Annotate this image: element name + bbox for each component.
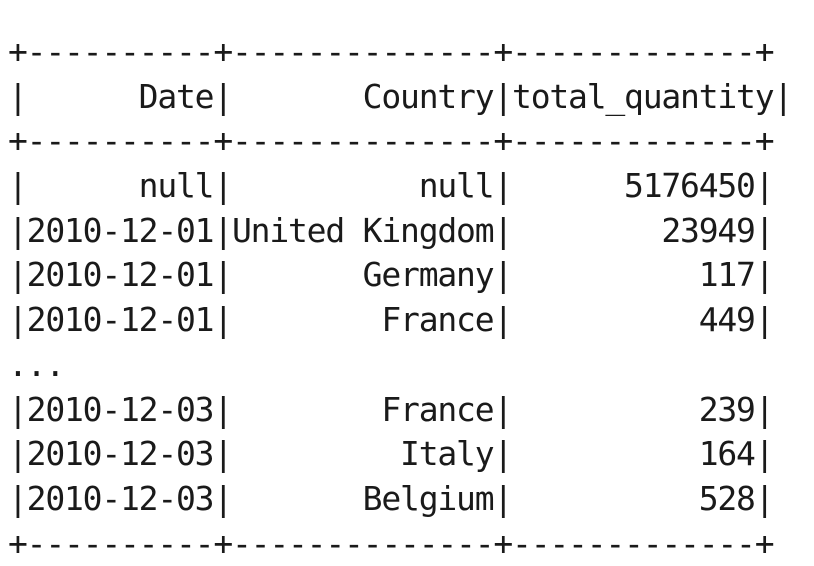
table-row: |2010-12-03| Italy| 164| (8, 434, 775, 474)
table-row: |2010-12-01| Germany| 117| (8, 255, 775, 295)
table-row: | null| null| 5176450| (8, 166, 775, 206)
table-header-row: | Date| Country|total_quantity| (8, 76, 793, 116)
ellipsis-line: ... (8, 344, 65, 384)
console-output: +----------+--------------+-------------… (8, 30, 808, 566)
table-border-top: +----------+--------------+-------------… (8, 32, 775, 71)
table-row: |2010-12-03| France| 239| (8, 389, 775, 429)
table-row: |2010-12-01| France| 449| (8, 300, 775, 340)
table-row: |2010-12-01|United Kingdom| 23949| (8, 210, 775, 250)
table-row: |2010-12-03| Belgium| 528| (8, 478, 775, 518)
table-border-bottom: +----------+--------------+-------------… (8, 523, 775, 563)
table-header-separator: +----------+--------------+-------------… (8, 121, 775, 161)
